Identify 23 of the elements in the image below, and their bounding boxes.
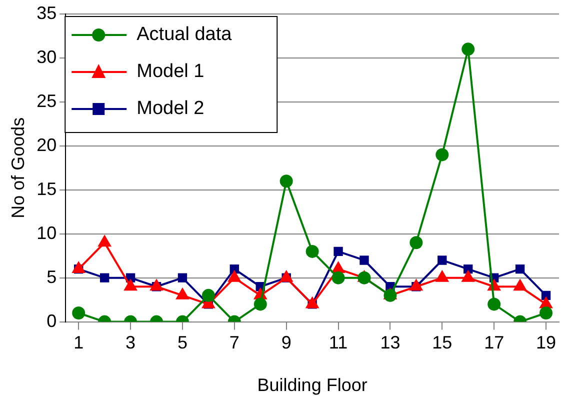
legend-label: Model 1: [136, 61, 204, 82]
x-tick-label: 15: [432, 332, 452, 353]
x-axis-title: Building Floor: [257, 375, 368, 396]
legend-label: Model 2: [136, 98, 204, 120]
x-tick-label: 17: [484, 332, 504, 353]
y-tick-label: 15: [36, 178, 57, 199]
y-tick-label: 5: [46, 266, 57, 287]
y-tick-label: 35: [36, 2, 57, 23]
x-tick-label: 11: [328, 332, 348, 353]
x-tick-label: 7: [229, 332, 240, 353]
x-tick-label: 3: [126, 332, 136, 353]
y-tick-label: 10: [36, 222, 57, 243]
x-tick-label: 9: [281, 332, 292, 353]
y-tick-label: 0: [46, 310, 57, 331]
y-axis-title: No of Goods: [8, 117, 28, 218]
x-tick-label: 5: [177, 332, 188, 353]
y-tick-label: 30: [36, 46, 57, 67]
y-tick-label: 25: [36, 90, 57, 111]
y-tick-label: 20: [36, 134, 57, 155]
legend-label: Actual data: [136, 24, 232, 46]
x-tick-label: 1: [74, 332, 84, 353]
x-tick-label: 13: [380, 332, 400, 353]
x-tick-label: 19: [536, 332, 556, 353]
